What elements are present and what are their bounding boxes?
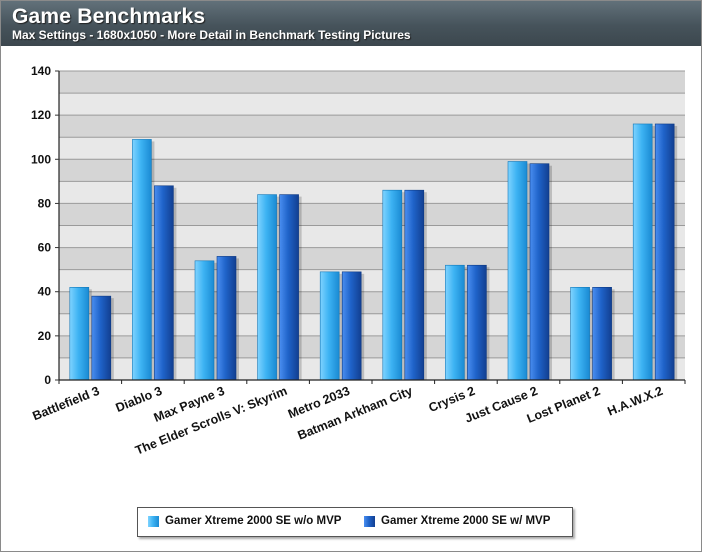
axes [58, 71, 686, 384]
y-tick-label: 60 [38, 241, 52, 255]
x-tick-label: Battlefield 3 [30, 384, 101, 424]
grid-band [59, 71, 685, 94]
y-tick-label: 80 [38, 196, 52, 210]
bar-series-2 [467, 264, 487, 381]
bar-series-1 [319, 271, 340, 381]
bar-chart: 0 20 40 60 80 100 120 140 Battlefield 3 Diablo 3… [30, 64, 686, 458]
legend-swatch-series-1 [148, 516, 159, 527]
x-tick-label: Batman Arkham City [296, 384, 415, 443]
y-tick-label: 0 [44, 373, 51, 387]
grid-band [59, 247, 685, 270]
x-tick-label: H.A.W.X.2 [605, 384, 664, 419]
legend-swatch-series-2 [364, 516, 375, 527]
chart-header: Game Benchmarks Max Settings - 1680x1050… [1, 1, 701, 46]
bar-series-2 [654, 123, 675, 381]
bar-series-2 [529, 163, 550, 381]
bar-series-2 [154, 185, 174, 381]
bar-series-1 [69, 287, 90, 381]
bar-series-1 [570, 287, 590, 381]
y-tick-label: 120 [31, 108, 51, 122]
grid-band [59, 335, 685, 358]
bar-series-2 [341, 271, 362, 381]
y-tick-label: 140 [31, 64, 51, 78]
legend-label-series-1: Gamer Xtreme 2000 SE w/o MVP [165, 515, 342, 527]
bar-series-1 [194, 260, 215, 381]
bar-series-1 [507, 161, 528, 381]
bar-series-1 [257, 194, 277, 381]
bar-series-2 [91, 295, 112, 381]
grid-band [59, 203, 685, 226]
bar-series-2 [592, 287, 612, 381]
bar-series-2 [404, 189, 425, 381]
bar-series-1 [132, 139, 152, 381]
chart-title: Game Benchmarks [12, 5, 206, 28]
bar-series-1 [632, 123, 653, 381]
bar-series-2 [216, 256, 237, 381]
bar-series-1 [445, 264, 465, 381]
bar-series-1 [382, 189, 403, 381]
y-tick-label: 100 [31, 152, 51, 166]
bar-series-2 [279, 194, 299, 381]
grid-band [59, 159, 685, 182]
grid-band [59, 291, 685, 314]
grid-band [59, 115, 685, 138]
legend-label-series-2: Gamer Xtreme 2000 SE w/ MVP [381, 515, 551, 527]
legend: Gamer Xtreme 2000 SE w/o MVP Gamer Xtrem… [137, 507, 573, 537]
y-tick-label: 40 [38, 285, 52, 299]
chart-subtitle: Max Settings - 1680x1050 - More Detail i… [12, 28, 411, 42]
y-tick-labels: 0 20 40 60 80 100 120 140 [31, 64, 59, 387]
y-tick-label: 20 [38, 329, 52, 343]
bars [69, 123, 678, 381]
